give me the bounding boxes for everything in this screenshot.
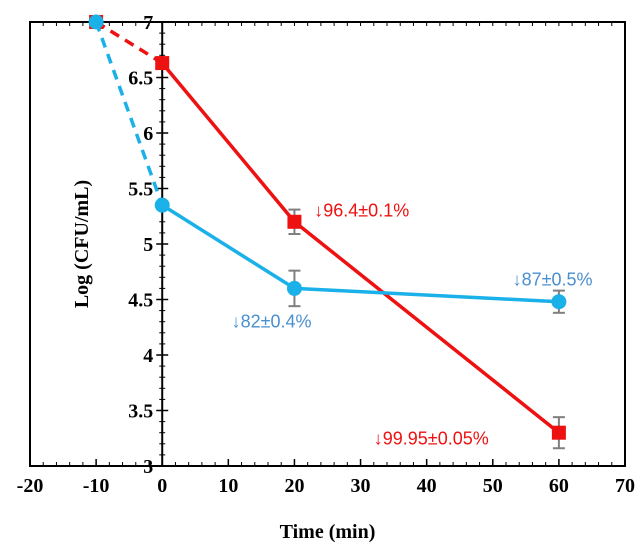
annotations: ↓96.4±0.1% ↓99.95±0.05% ↓82±0.4% ↓87±0.5% [232,201,593,449]
data-label: ↓87±0.5% [513,270,593,290]
data-point [551,294,567,310]
y-tick-label: 3.5 [128,401,153,423]
series-1 [88,14,567,314]
y-tick-label: 6 [143,123,153,145]
data-point [287,214,302,229]
x-tick-label: 40 [417,475,437,497]
series-segment [294,286,559,304]
data-label: ↓82±0.4% [232,312,312,332]
series-segment [293,220,560,435]
y-axis-title: Log (CFU/mL) [71,180,93,308]
data-point [551,425,566,440]
series-segment [161,203,296,290]
y-tick-label: 4.5 [128,290,153,312]
data-point [154,197,170,213]
x-axis-title: Time (min) [280,521,376,543]
x-tick-label: 50 [483,475,503,497]
data-point [155,56,170,71]
axes: -20 -10 0 10 20 30 40 50 60 70 3 3.5 4 4.5 5 5.5 6 6.5 7 [17,12,635,497]
y-tick-label: 5.5 [128,179,153,201]
y-tick-label: 4 [143,345,153,367]
x-tick-label: 30 [351,475,371,497]
series-segment-dashed [95,20,164,65]
data-label: ↓96.4±0.1% [314,201,409,221]
x-tick-label: 10 [218,475,238,497]
plot-frame [29,21,626,467]
y-tick-label: 3 [143,456,153,478]
x-tick-label: 20 [284,475,304,497]
y-tick-label: 6.5 [128,68,153,90]
series-segment [160,61,296,223]
data-label: ↓99.95±0.05% [374,428,489,448]
x-tick-label: 60 [549,475,569,497]
y-tick-label: 7 [143,12,153,34]
x-tick-label: 70 [615,475,635,497]
series-0 [89,15,566,450]
x-tick-label: 0 [157,475,167,497]
x-tick-label: -10 [83,475,110,497]
data-point [286,280,302,296]
series-segment-dashed [94,21,164,206]
y-tick-label: 5 [143,234,153,256]
series-layer [88,14,567,450]
data-point [88,14,104,30]
x-tick-label: -20 [17,475,44,497]
